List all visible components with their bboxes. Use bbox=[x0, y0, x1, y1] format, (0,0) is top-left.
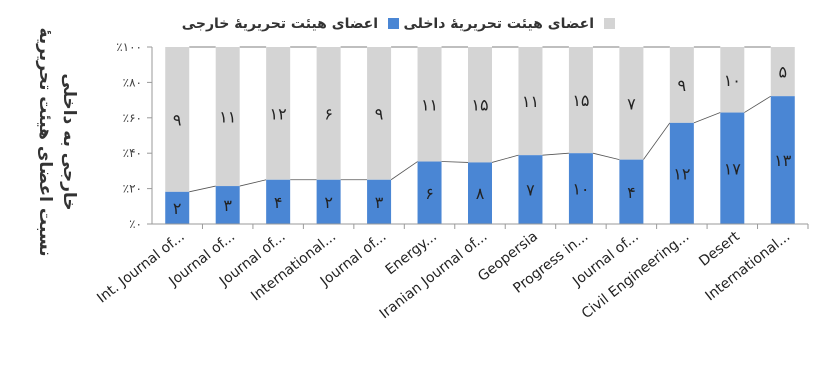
y-tick-label: ٪۸۰ bbox=[123, 75, 142, 89]
x-category-label: Int. Journal of... bbox=[94, 229, 187, 307]
data-label-foreign: ۲ bbox=[173, 199, 182, 218]
y-tick-label: ٪۲۰ bbox=[123, 182, 142, 196]
bar-domestic bbox=[518, 47, 543, 156]
data-label-domestic: ۱۱ bbox=[522, 92, 539, 111]
bar-foreign bbox=[165, 191, 190, 224]
legend: اعضای هیئت تحریریهٔ داخلی اعضای هیئت تحری… bbox=[182, 16, 615, 32]
data-labels: ۲ ۹ ۳ ۱۱ ۴ ۱۲ ۲ ۶ ۳ ۹ ۶ ۱۱ ۸ ۱۵ ۷ ۱۱ ۱۰ ۱۵ ۴ ۷ ۱۲ ۹ ۱۷ ۱۰ ۱۳ ۵ bbox=[173, 63, 792, 218]
bar-foreign bbox=[215, 186, 240, 224]
data-label-foreign: ۸ bbox=[476, 184, 485, 203]
data-label-foreign: ۳ bbox=[223, 196, 232, 215]
y-axis-title: نسبت اعضای هیئت تحریریهٔ خارجی به داخلی bbox=[35, 27, 79, 256]
bar-domestic bbox=[417, 47, 442, 162]
bar-domestic bbox=[367, 47, 392, 180]
data-label-domestic: ۷ bbox=[627, 94, 636, 113]
data-label-foreign: ۳ bbox=[375, 193, 384, 212]
x-category-label: International... bbox=[702, 229, 793, 305]
data-label-domestic: ۱۰ bbox=[724, 71, 741, 90]
y-axis-title-line1: نسبت اعضای هیئت تحریریهٔ bbox=[35, 27, 55, 256]
bar-foreign bbox=[266, 179, 291, 224]
bar-domestic bbox=[720, 47, 745, 113]
data-label-domestic: ۱۱ bbox=[219, 108, 236, 127]
bars bbox=[165, 47, 795, 224]
legend-label: اعضای هیئت تحریریهٔ خارجی bbox=[182, 16, 378, 32]
bar-foreign bbox=[770, 96, 795, 224]
y-tick-label: ٪۶۰ bbox=[123, 111, 142, 125]
bar-foreign bbox=[367, 179, 392, 224]
bar-domestic bbox=[568, 47, 593, 154]
data-label-domestic: ۹ bbox=[173, 110, 182, 129]
data-label-foreign: ۶ bbox=[425, 184, 434, 203]
bar-domestic bbox=[316, 47, 341, 180]
data-label-domestic: ۹ bbox=[678, 76, 687, 95]
bar-foreign bbox=[619, 159, 644, 224]
data-label-domestic: ۶ bbox=[324, 104, 333, 123]
data-label-foreign: ۱۷ bbox=[724, 159, 742, 178]
data-label-foreign: ۲ bbox=[324, 193, 333, 212]
bar-foreign bbox=[468, 162, 492, 224]
series-lines-foreign bbox=[189, 95, 771, 193]
data-label-foreign: ۴ bbox=[627, 183, 636, 202]
data-label-foreign: ۱۳ bbox=[774, 151, 792, 170]
data-label-domestic: ۱۵ bbox=[471, 96, 488, 115]
y-tick-label: ٪۱۰۰ bbox=[116, 40, 142, 54]
x-category-label: Desert bbox=[696, 228, 743, 270]
data-label-domestic: ۵ bbox=[778, 63, 787, 82]
x-category-label: International... bbox=[248, 229, 339, 305]
gridlines bbox=[189, 46, 771, 193]
bar-foreign bbox=[720, 112, 745, 224]
bar-domestic bbox=[669, 47, 694, 123]
data-label-foreign: ۴ bbox=[274, 193, 283, 212]
bar-foreign bbox=[518, 155, 543, 224]
legend-label: اعضای هیئت تحریریهٔ داخلی bbox=[403, 16, 594, 32]
data-label-foreign: ۱۲ bbox=[673, 164, 690, 183]
bar-foreign bbox=[568, 153, 593, 224]
bar-foreign bbox=[417, 161, 442, 224]
bar-foreign bbox=[316, 179, 341, 224]
bar-domestic bbox=[215, 47, 240, 187]
legend-swatch bbox=[388, 18, 399, 29]
data-label-foreign: ۱۰ bbox=[572, 180, 589, 199]
data-label-domestic: ۹ bbox=[375, 104, 384, 123]
y-axis-title-line2: خارجی به داخلی bbox=[59, 73, 79, 210]
legend-swatch bbox=[604, 18, 615, 29]
data-label-foreign: ۷ bbox=[526, 181, 535, 200]
bar-domestic bbox=[165, 47, 190, 192]
y-tick-label: ٪۰ bbox=[129, 217, 142, 231]
data-label-domestic: ۱۱ bbox=[421, 95, 438, 114]
data-label-domestic: ۱۲ bbox=[270, 104, 287, 123]
data-label-domestic: ۱۵ bbox=[572, 91, 589, 110]
bar-domestic bbox=[619, 47, 644, 160]
bar-domestic bbox=[468, 47, 492, 163]
bar-domestic bbox=[266, 47, 291, 180]
bar-domestic bbox=[770, 47, 795, 97]
y-tick-label: ٪۴۰ bbox=[123, 146, 142, 160]
bar-foreign bbox=[669, 122, 694, 224]
